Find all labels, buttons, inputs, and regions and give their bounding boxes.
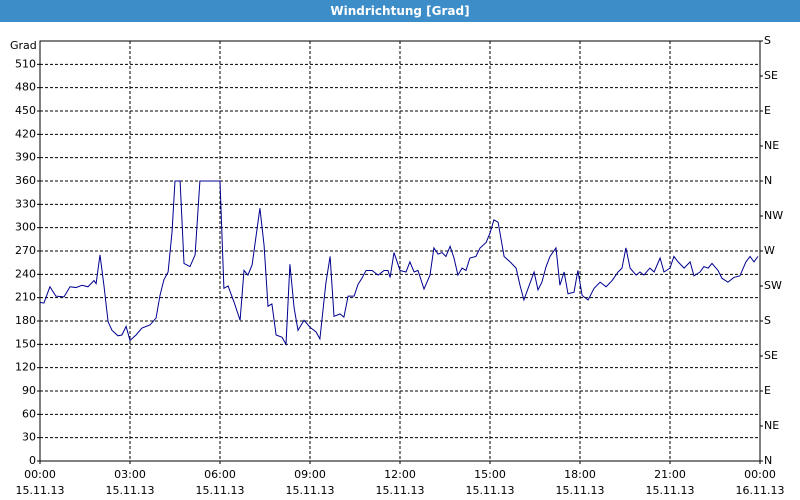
x-tick-date: 15.11.13 — [16, 484, 65, 497]
x-tick-date: 15.11.13 — [106, 484, 155, 497]
y-tick-label: 60 — [22, 407, 36, 420]
x-tick-label: 06:00 — [204, 468, 236, 481]
x-tick-date: 15.11.13 — [556, 484, 605, 497]
y-tick-label: 180 — [15, 314, 36, 327]
y-tick-label: 450 — [15, 104, 36, 117]
y-tick-label: 510 — [15, 57, 36, 70]
x-tick-date: 15.11.13 — [646, 484, 695, 497]
y2-tick-label: W — [764, 244, 775, 257]
y-tick-label: 300 — [15, 221, 36, 234]
x-tick-label: 00:00 — [24, 468, 56, 481]
x-tick-date: 15.11.13 — [196, 484, 245, 497]
title-bar: Windrichtung [Grad] — [0, 0, 800, 22]
y2-tick-label: NW — [764, 209, 783, 222]
y-tick-label: 240 — [15, 267, 36, 280]
x-tick-date: 15.11.13 — [286, 484, 335, 497]
y2-tick-label: E — [764, 104, 771, 117]
y-tick-label: 0 — [29, 454, 36, 467]
x-tick-label: 09:00 — [294, 468, 326, 481]
y2-tick-label: NE — [764, 139, 779, 152]
x-tick-date: 15.11.13 — [376, 484, 425, 497]
y-tick-label: 270 — [15, 244, 36, 257]
y-tick-label: 480 — [15, 81, 36, 94]
x-tick-label: 15:00 — [474, 468, 506, 481]
x-tick-label: 12:00 — [384, 468, 416, 481]
y-tick-label: 120 — [15, 361, 36, 374]
y2-tick-label: SW — [764, 279, 782, 292]
x-tick-label: 21:00 — [654, 468, 686, 481]
y2-tick-label: SE — [764, 349, 778, 362]
y-tick-label: 30 — [22, 431, 36, 444]
y-tick-label: 90 — [22, 384, 36, 397]
y2-tick-label: N — [764, 454, 772, 467]
y2-tick-label: N — [764, 174, 772, 187]
y2-tick-label: NE — [764, 419, 779, 432]
x-tick-label: 00:00 — [744, 468, 776, 481]
y-axis-label: Grad — [10, 39, 37, 52]
x-tick-date: 16.11.13 — [736, 484, 785, 497]
x-tick-label: 18:00 — [564, 468, 596, 481]
x-tick-date: 15.11.13 — [466, 484, 515, 497]
y-tick-label: 210 — [15, 291, 36, 304]
y-tick-label: 150 — [15, 337, 36, 350]
data-line — [39, 180, 759, 347]
y-tick-label: 330 — [15, 197, 36, 210]
y-tick-label: 390 — [15, 151, 36, 164]
y-tick-label: 360 — [15, 174, 36, 187]
y2-tick-label: S — [764, 314, 771, 327]
x-tick-label: 03:00 — [114, 468, 146, 481]
y2-tick-label: E — [764, 384, 771, 397]
y-tick-label: 420 — [15, 127, 36, 140]
y2-tick-label: SE — [764, 69, 778, 82]
y2-tick-label: S — [764, 34, 771, 47]
